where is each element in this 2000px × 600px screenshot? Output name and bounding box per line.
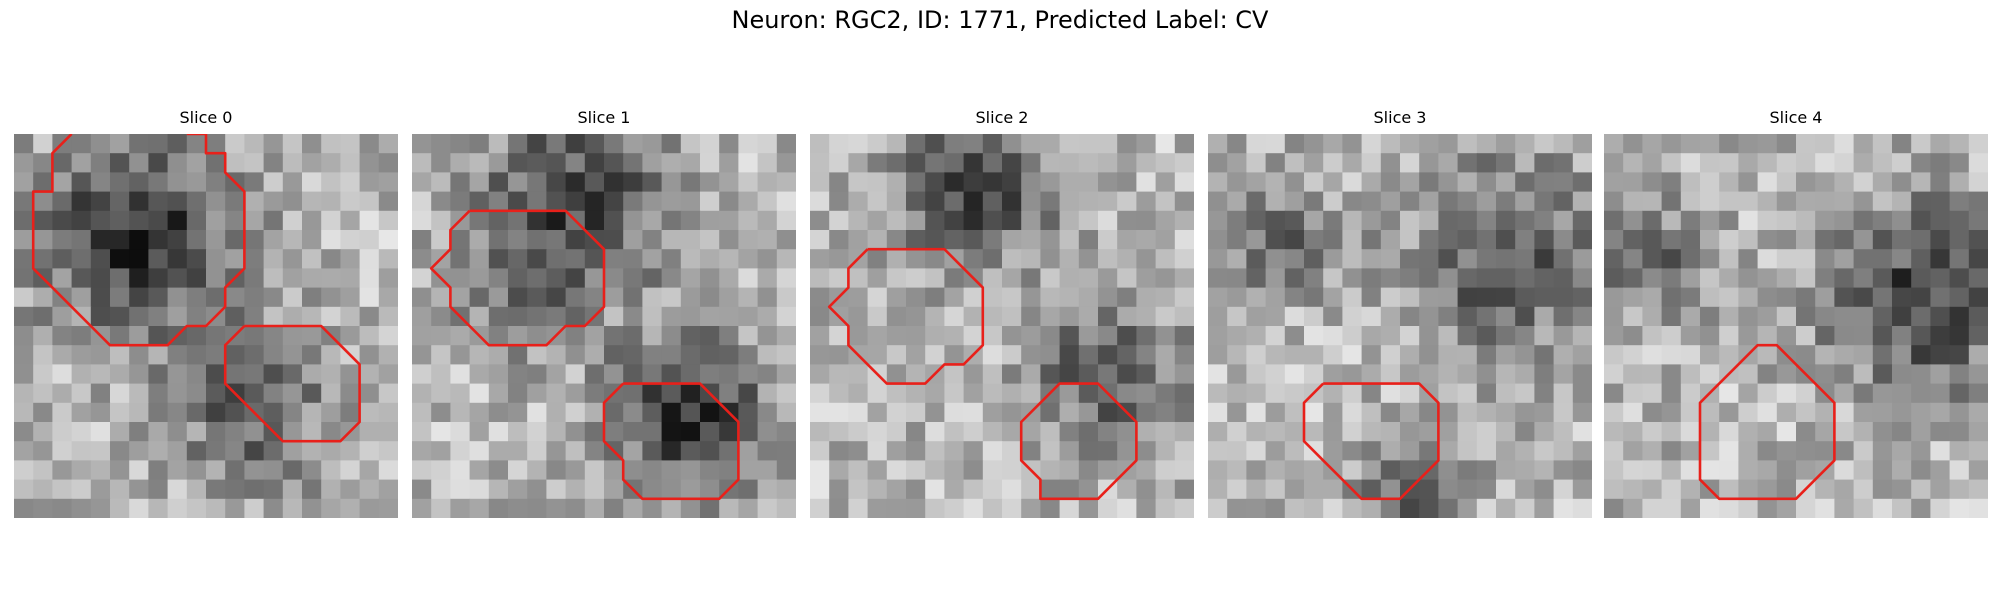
cell-contour [31,134,246,347]
slice-panel-0: Slice 0 [14,108,398,518]
slice-image [1604,134,1988,518]
cell-contour [602,382,740,501]
cell-contour [1019,382,1138,501]
pixel-grid [1208,134,1592,518]
slice-panel-4: Slice 4 [1604,108,1988,518]
cell-contour [1302,382,1440,501]
pixel-grid [810,134,1194,518]
slice-panel-3: Slice 3 [1208,108,1592,518]
slice-title: Slice 2 [975,108,1029,127]
slice-image [1208,134,1592,518]
slice-title: Slice 3 [1373,108,1427,127]
slice-panel-2: Slice 2 [810,108,1194,518]
pixel-grid [1604,134,1988,518]
slice-title: Slice 0 [179,108,233,127]
cell-contour [429,209,606,347]
cell-contour [1698,343,1836,501]
slice-title: Slice 1 [577,108,631,127]
cell-contour [827,247,985,385]
slice-image [810,134,1194,518]
pixel-grid [412,134,796,518]
figure-title: Neuron: RGC2, ID: 1771, Predicted Label:… [731,6,1269,34]
slice-title: Slice 4 [1769,108,1823,127]
slice-image [14,134,398,518]
cell-contour [223,324,361,443]
slice-image [412,134,796,518]
slice-panel-1: Slice 1 [412,108,796,518]
